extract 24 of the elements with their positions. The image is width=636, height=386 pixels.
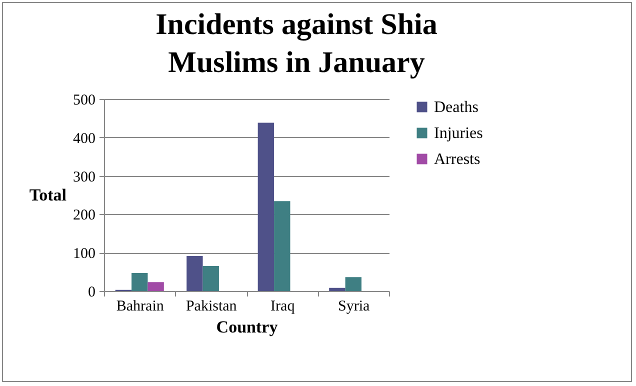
y-tick-label: 100: [73, 246, 96, 262]
bar: [345, 277, 362, 291]
y-tick-label: 500: [73, 92, 96, 108]
legend-label: Deaths: [434, 99, 478, 116]
x-tick-label: Bahrain: [116, 298, 164, 314]
x-tick-label: Pakistan: [186, 298, 238, 314]
bar: [258, 122, 274, 291]
x-tick-label: Syria: [338, 298, 370, 314]
y-tick-label: 200: [73, 208, 96, 224]
x-axis-title: Country: [216, 318, 278, 336]
bar: [132, 272, 148, 291]
chart-title: Incidents against Shia Muslims in January: [156, 8, 438, 79]
legend-label: Injuries: [434, 125, 483, 142]
bar: [274, 201, 290, 291]
y-tick-label: 400: [73, 130, 96, 147]
y-tick-label: 300: [73, 169, 96, 186]
legend-label: Arrests: [434, 151, 480, 168]
bar: [186, 256, 203, 291]
y-tick-label: 0: [88, 284, 96, 300]
bar: [148, 282, 164, 291]
x-tick-label: Iraq: [270, 298, 296, 314]
bar: [202, 266, 219, 291]
y-axis-title: Total: [29, 186, 67, 204]
bar: [329, 288, 346, 291]
